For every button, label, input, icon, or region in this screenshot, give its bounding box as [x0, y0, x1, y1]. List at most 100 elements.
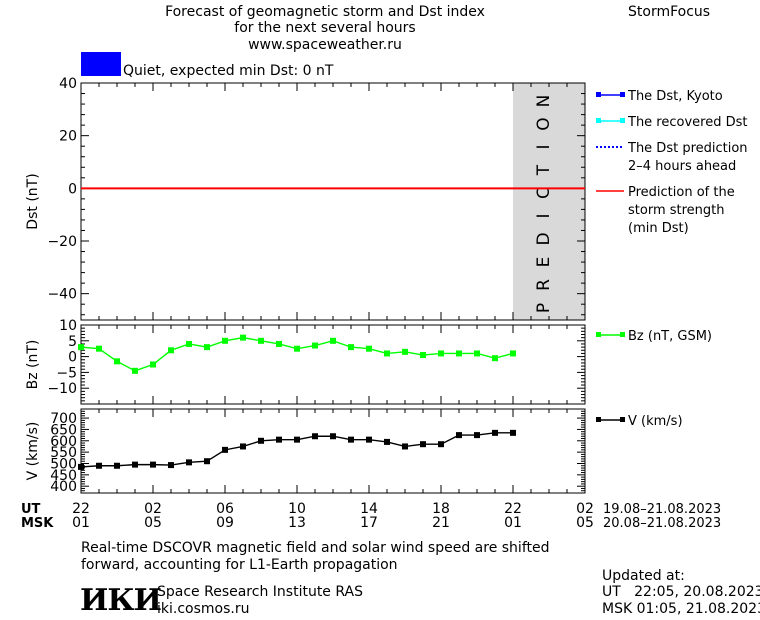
- data-point: [294, 345, 300, 352]
- data-point: [456, 432, 462, 439]
- updated-msk: MSK 01:05, 21.08.2023: [602, 601, 760, 617]
- data-point: [420, 352, 426, 359]
- data-point: [384, 438, 390, 445]
- data-point: [312, 342, 318, 349]
- data-point: [366, 345, 372, 352]
- y-tick-label: −20: [47, 234, 77, 250]
- prediction-letter: E: [534, 257, 554, 268]
- prediction-letter: C: [534, 187, 554, 199]
- chart-title-line2: for the next several hours: [234, 20, 416, 36]
- panel-frame: [80, 324, 586, 405]
- legend-label: Prediction of the: [628, 185, 735, 200]
- data-point: [222, 337, 228, 344]
- ut-tick-label: 02: [144, 501, 162, 517]
- prediction-letter: D: [534, 232, 554, 245]
- msk-tick-label: 21: [432, 515, 450, 531]
- legend-marker: [596, 332, 601, 337]
- data-point: [348, 344, 354, 351]
- ut-tick-label: 18: [432, 501, 450, 517]
- ut-tick-label: 14: [360, 501, 378, 517]
- y-axis-label: Bz (nT): [25, 340, 41, 390]
- y-tick-label: 400: [50, 479, 77, 495]
- prediction-letter: P: [534, 303, 554, 313]
- prediction-region: [513, 83, 585, 320]
- series-line: [80, 336, 514, 372]
- data-point: [96, 345, 102, 352]
- institute-site[interactable]: iki.cosmos.ru: [157, 601, 250, 617]
- panel-frame: [80, 408, 586, 494]
- chart-title-line1: Forecast of geomagnetic storm and Dst in…: [165, 4, 485, 20]
- data-point: [240, 334, 246, 341]
- data-point: [492, 429, 498, 436]
- ut-axis-label: UT: [21, 502, 41, 517]
- site-url[interactable]: www.spaceweather.ru: [248, 37, 402, 53]
- msk-tick-label: 05: [576, 515, 594, 531]
- data-point: [420, 441, 426, 448]
- status-color-box: [81, 52, 121, 76]
- data-point: [384, 350, 390, 357]
- data-point: [150, 461, 156, 468]
- y-tick-label: 550: [50, 445, 77, 461]
- data-point: [402, 443, 408, 450]
- y-tick-label: 0: [68, 350, 77, 366]
- institute-name: Space Research Institute RAS: [157, 584, 363, 600]
- y-tick-label: −5: [56, 365, 77, 381]
- msk-date-range: 20.08–21.08.2023: [603, 516, 721, 531]
- footer-note-line1: Real-time DSCOVR magnetic field and sola…: [81, 540, 550, 556]
- data-point: [186, 340, 192, 347]
- data-point: [186, 459, 192, 466]
- y-tick-label: 650: [50, 422, 77, 438]
- y-tick-label: 500: [50, 456, 77, 472]
- data-point: [258, 337, 264, 344]
- ut-tick-label: 22: [504, 501, 522, 517]
- legend-marker: [596, 118, 601, 123]
- data-point: [204, 344, 210, 351]
- data-point: [132, 461, 138, 468]
- data-point: [114, 462, 120, 469]
- data-point: [204, 458, 210, 465]
- legend-label: The Dst prediction: [627, 141, 748, 156]
- y-tick-label: 20: [59, 129, 77, 145]
- data-point: [132, 367, 138, 374]
- data-point: [294, 436, 300, 443]
- ut-tick-label: 06: [216, 501, 234, 517]
- data-point: [330, 433, 336, 440]
- data-point: [510, 429, 516, 436]
- updated-ut: UT 22:05, 20.08.2023: [602, 584, 760, 600]
- data-point: [240, 443, 246, 450]
- data-point: [474, 350, 480, 357]
- data-point: [276, 436, 282, 443]
- iki-logo: ИКИ: [80, 583, 162, 618]
- y-tick-label: 0: [68, 181, 77, 197]
- legend-label: The recovered Dst: [627, 115, 747, 130]
- data-point: [366, 436, 372, 443]
- data-point: [510, 350, 516, 357]
- legend-label: (min Dst): [628, 221, 689, 236]
- prediction-letter: T: [534, 164, 554, 176]
- status-text: Quiet, expected min Dst: 0 nT: [123, 63, 334, 79]
- y-tick-label: 700: [50, 411, 77, 427]
- legend-marker: [596, 417, 601, 422]
- y-tick-label: 40: [59, 76, 77, 92]
- data-point: [438, 350, 444, 357]
- legend-marker: [620, 118, 625, 123]
- y-tick-label: −40: [47, 287, 77, 303]
- msk-axis-label: MSK: [21, 516, 54, 531]
- prediction-letter: I: [534, 213, 554, 218]
- prediction-letter: O: [534, 117, 554, 130]
- data-point: [348, 436, 354, 443]
- data-point: [114, 358, 120, 365]
- y-axis-label: Dst (nT): [25, 173, 41, 229]
- prediction-letter: I: [534, 144, 554, 149]
- legend-label: storm strength: [628, 203, 725, 218]
- legend-label: V (km/s): [628, 414, 683, 429]
- data-point: [168, 347, 174, 354]
- legend-label: The Dst, Kyoto: [627, 89, 723, 104]
- data-point: [438, 441, 444, 448]
- data-point: [96, 462, 102, 469]
- data-point: [492, 355, 498, 362]
- ut-tick-label: 22: [72, 501, 90, 517]
- brand-name: StormFocus: [628, 4, 711, 20]
- msk-tick-label: 01: [72, 515, 90, 531]
